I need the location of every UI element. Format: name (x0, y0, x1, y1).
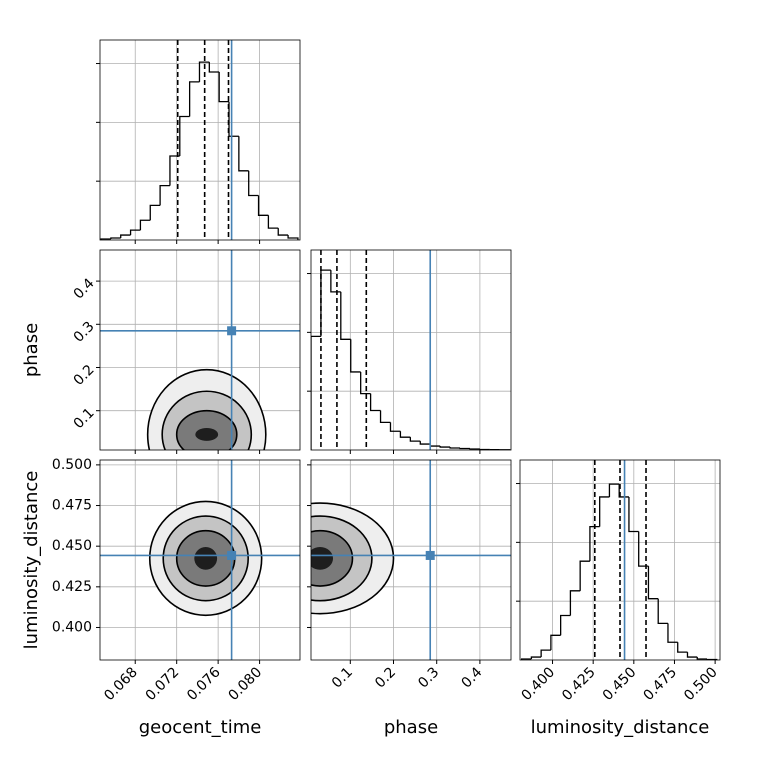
hist-step (228, 101, 239, 137)
panel (311, 250, 511, 450)
hist-step (120, 234, 131, 238)
x-tick-label: 0.076 (184, 664, 224, 704)
y-tick-label: 0.2 (71, 362, 98, 389)
hist-step (179, 115, 190, 156)
hist-step (419, 441, 431, 445)
hist-step (550, 634, 561, 651)
x-tick-label: 0.1 (329, 664, 356, 691)
y-tick-label: 0.425 (52, 579, 92, 595)
x-tick-label: 0.2 (372, 664, 399, 691)
hist-step (267, 215, 279, 229)
hist-step (379, 410, 391, 424)
hist-step (350, 339, 361, 373)
hist-step (198, 61, 210, 82)
panel-frame (99, 39, 301, 241)
y-tick-label: 0.450 (52, 538, 92, 554)
x-tick-label: 0.450 (600, 664, 640, 704)
hist-step (429, 444, 441, 447)
x-tick-label: 0.072 (143, 664, 183, 704)
hist-step (311, 335, 321, 450)
x-tick-label: 0.425 (559, 664, 599, 704)
x-tick-label: 0.068 (101, 664, 141, 704)
y-tick-label: 0.475 (52, 498, 92, 514)
hist-step (599, 496, 610, 527)
hist-step (667, 623, 678, 643)
y-tick-label: 0.500 (52, 457, 92, 473)
hist-step (129, 229, 141, 236)
hist-step (188, 81, 200, 117)
hist-step (277, 228, 289, 236)
y-tick-label: 0.400 (52, 619, 92, 635)
x-tick-label: 0.475 (640, 664, 680, 704)
y-tick-label: 0.3 (71, 319, 98, 346)
panel (100, 460, 300, 660)
y-axis-label: phase (21, 323, 42, 377)
panel-frame (310, 249, 512, 451)
hist-step (320, 269, 331, 337)
hist-step (409, 437, 421, 442)
hist-step (589, 525, 600, 562)
panel (100, 250, 300, 450)
density-contour (195, 427, 219, 441)
panel-frame (519, 459, 721, 661)
truth-marker (227, 326, 237, 336)
x-tick-label: 0.080 (226, 664, 266, 704)
hist-step (618, 484, 629, 498)
x-tick-label: 0.400 (519, 664, 559, 704)
hist-step (540, 649, 551, 658)
hist-step (257, 195, 269, 216)
hist-step (389, 422, 401, 432)
hist-step (238, 136, 249, 172)
truth-marker (425, 550, 435, 560)
hist-step (169, 155, 180, 186)
hist-step (248, 170, 259, 197)
y-tick-label: 0.4 (71, 275, 98, 302)
panel (520, 460, 720, 660)
hist-step (110, 237, 121, 239)
x-axis-label: geocent_time (139, 717, 262, 738)
hist-step (677, 642, 688, 653)
hist-step (647, 566, 659, 600)
hist-step (696, 657, 707, 660)
y-tick-label: 0.1 (71, 405, 98, 432)
truth-marker (227, 550, 237, 560)
hist-step (657, 598, 668, 625)
hist-step (159, 184, 170, 206)
hist-step (638, 531, 649, 567)
y-axis-label: luminosity_distance (21, 471, 42, 650)
hist-step (449, 447, 461, 449)
hist-step (579, 560, 590, 591)
hist-step (459, 447, 470, 450)
panel-frame (99, 459, 301, 661)
x-axis-label: luminosity_distance (531, 717, 710, 738)
hist-step (560, 614, 571, 636)
panel (100, 40, 300, 240)
hist-step (569, 590, 581, 616)
x-tick-label: 0.4 (458, 664, 485, 691)
hist-step (208, 62, 220, 73)
hist-step (608, 483, 620, 497)
hist-step (479, 448, 490, 450)
hist-step (218, 72, 230, 103)
hist-step (149, 204, 161, 221)
hist-step (530, 656, 542, 659)
x-tick-label: 0.500 (681, 664, 721, 704)
hist-step (628, 496, 639, 533)
hist-step (360, 371, 371, 395)
hist-step (399, 431, 411, 438)
x-tick-label: 0.3 (415, 664, 442, 691)
panel (311, 460, 511, 660)
hist-step (369, 393, 381, 412)
density-contour (311, 546, 334, 570)
hist-step (340, 291, 351, 340)
hist-step (686, 652, 698, 658)
hist-step (139, 219, 151, 231)
panel-frame (310, 459, 512, 661)
hist-step (439, 446, 451, 448)
hist-step (287, 235, 299, 240)
x-axis-label: phase (384, 717, 438, 738)
density-contour (194, 546, 218, 570)
panel-frame (99, 249, 301, 451)
